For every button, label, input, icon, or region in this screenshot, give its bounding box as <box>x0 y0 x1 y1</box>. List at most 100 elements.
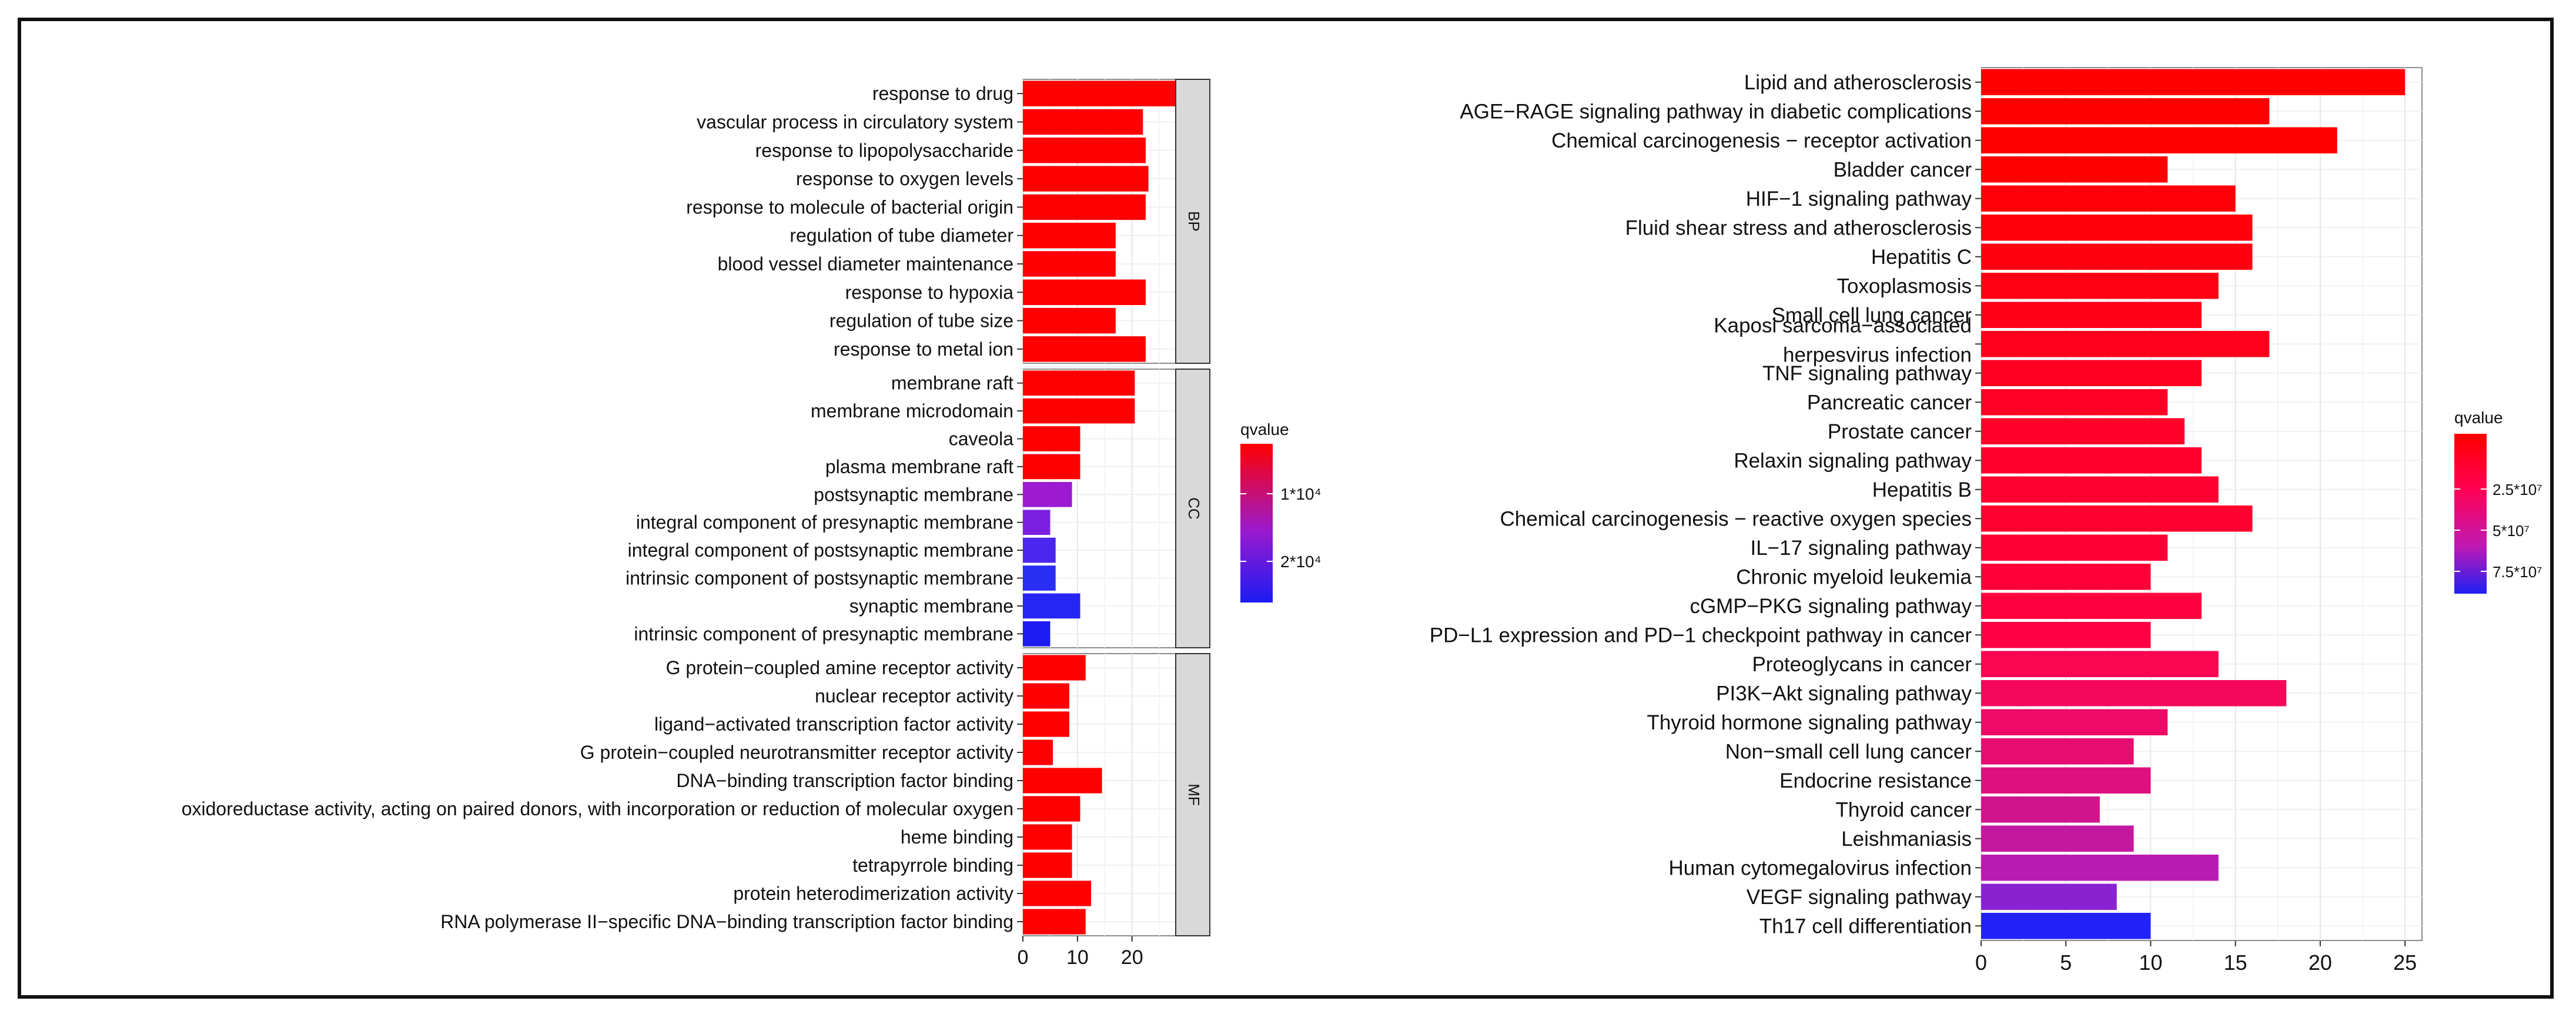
bar <box>1023 510 1051 535</box>
bar <box>1023 565 1056 591</box>
legend-label: 2*10⁴ <box>1280 553 1322 571</box>
category-label: Small cell lung cancer <box>1772 304 1972 327</box>
bar <box>1981 738 2134 765</box>
category-label: postsynaptic membrane <box>814 484 1013 505</box>
legend-title: qvalue <box>1240 420 1289 438</box>
category-label: caveola <box>949 429 1014 450</box>
bar <box>1981 505 2253 532</box>
category-label: plasma membrane raft <box>825 456 1013 477</box>
bar <box>1981 360 2202 387</box>
category-label: protein heterodimerization activity <box>733 883 1013 904</box>
category-label: RNA polymerase II−specific DNA−binding t… <box>440 911 1013 932</box>
bar <box>1981 243 2253 270</box>
category-label: Th17 cell differentiation <box>1759 915 1972 938</box>
category-label: integral component of presynaptic membra… <box>636 512 1013 533</box>
bar <box>1023 683 1069 709</box>
category-label: Chemical carcinogenesis − reactive oxyge… <box>1500 507 1972 530</box>
category-label: response to hypoxia <box>845 282 1014 303</box>
x-tick-label: 15 <box>2224 950 2247 975</box>
x-tick-label: 0 <box>1975 950 1987 975</box>
facet-strip <box>1175 79 1210 364</box>
category-label: Proteoglycans in cancer <box>1752 653 1972 676</box>
category-label: nuclear receptor activity <box>815 685 1013 707</box>
bar <box>1981 418 2185 445</box>
bar <box>1023 481 1072 507</box>
category-label: oxidoreductase activity, acting on paire… <box>182 798 1013 819</box>
bar <box>1023 279 1146 305</box>
category-label: intrinsic component of postsynaptic memb… <box>625 568 1013 589</box>
bar <box>1023 796 1080 822</box>
kegg-enrichment-chart: Lipid and atherosclerosis AGE−RAGE signal… <box>1430 67 2542 975</box>
x-tick-label: 5 <box>2060 950 2072 975</box>
x-tick-label: 10 <box>2139 950 2162 975</box>
go-enrichment-chart: response to drug vascular process in circ… <box>182 79 1322 969</box>
category-label: Chemical carcinogenesis − receptor activ… <box>1551 129 1972 152</box>
legend-colorbar <box>2454 434 2487 594</box>
category-label: response to metal ion <box>834 339 1013 360</box>
category-label: response to lipopolysaccharide <box>755 140 1013 161</box>
category-label: response to oxygen levels <box>796 168 1013 189</box>
category-label: regulation of tube diameter <box>789 225 1013 246</box>
bar <box>1023 336 1146 362</box>
x-tick-label: 10 <box>1066 946 1089 969</box>
bar <box>1023 81 1176 106</box>
bar <box>1981 767 2151 794</box>
category-label: Chronic myeloid leukemia <box>1736 565 1972 588</box>
facet-label: MF <box>1185 784 1203 806</box>
bar <box>1981 476 2219 503</box>
legend-title: qvalue <box>2454 409 2503 427</box>
category-label: DNA−binding transcription factor binding <box>676 770 1013 791</box>
category-label: Thyroid hormone signaling pathway <box>1647 711 1972 734</box>
bar <box>1981 69 2406 96</box>
category-label: G protein−coupled amine receptor activit… <box>666 657 1013 678</box>
bar <box>1023 909 1086 935</box>
legend-label: 1*10⁴ <box>1280 485 1322 503</box>
category-label: Hepatitis B <box>1872 478 1972 501</box>
bar <box>1981 302 2202 329</box>
category-label: Relaxin signaling pathway <box>1734 449 1972 472</box>
x-tick-label: 0 <box>1018 946 1029 969</box>
bar <box>1023 768 1102 794</box>
legend-label: 2.5*10⁷ <box>2493 481 2542 498</box>
category-label: Non−small cell lung cancer <box>1725 740 1972 763</box>
bar <box>1023 138 1146 163</box>
bar <box>1981 272 2219 299</box>
bar <box>1981 534 2168 561</box>
bar <box>1981 389 2168 416</box>
bar <box>1981 621 2151 648</box>
bar <box>1981 185 2236 212</box>
bar <box>1981 912 2151 939</box>
figure-frame <box>18 18 2554 999</box>
bar <box>1981 796 2100 823</box>
category-label: PD−L1 expression and PD−1 checkpoint pat… <box>1430 624 1972 647</box>
category-label: regulation of tube size <box>829 310 1013 332</box>
bar <box>1981 127 2337 154</box>
bar <box>1981 214 2253 241</box>
category-label: cGMP−PKG signaling pathway <box>1690 595 1972 618</box>
category-label: AGE−RAGE signaling pathway in diabetic c… <box>1460 100 1972 123</box>
bar <box>1023 109 1143 135</box>
category-label: tetrapyrrole binding <box>852 855 1013 876</box>
bar <box>1023 222 1116 249</box>
bar <box>1023 398 1135 424</box>
facet-label: CC <box>1185 497 1203 520</box>
category-label: membrane microdomain <box>811 400 1013 421</box>
bar <box>1023 881 1092 906</box>
bar <box>1981 709 2168 736</box>
category-label-line2: herpesvirus infection <box>1783 343 1972 366</box>
bar <box>1023 251 1116 277</box>
legend-colorbar <box>1240 444 1273 602</box>
bar <box>1981 854 2219 881</box>
category-label: Hepatitis C <box>1871 246 1972 269</box>
category-label: HIF−1 signaling pathway <box>1746 188 1972 210</box>
bar <box>1023 537 1056 563</box>
facet-strip <box>1175 653 1210 936</box>
facet-label: BP <box>1185 211 1203 232</box>
bar <box>1023 370 1135 396</box>
bar <box>1023 739 1053 765</box>
category-label: Thyroid cancer <box>1836 798 1972 821</box>
bar <box>1023 593 1080 619</box>
bar <box>1981 156 2168 183</box>
category-label: Lipid and atherosclerosis <box>1744 71 1972 94</box>
